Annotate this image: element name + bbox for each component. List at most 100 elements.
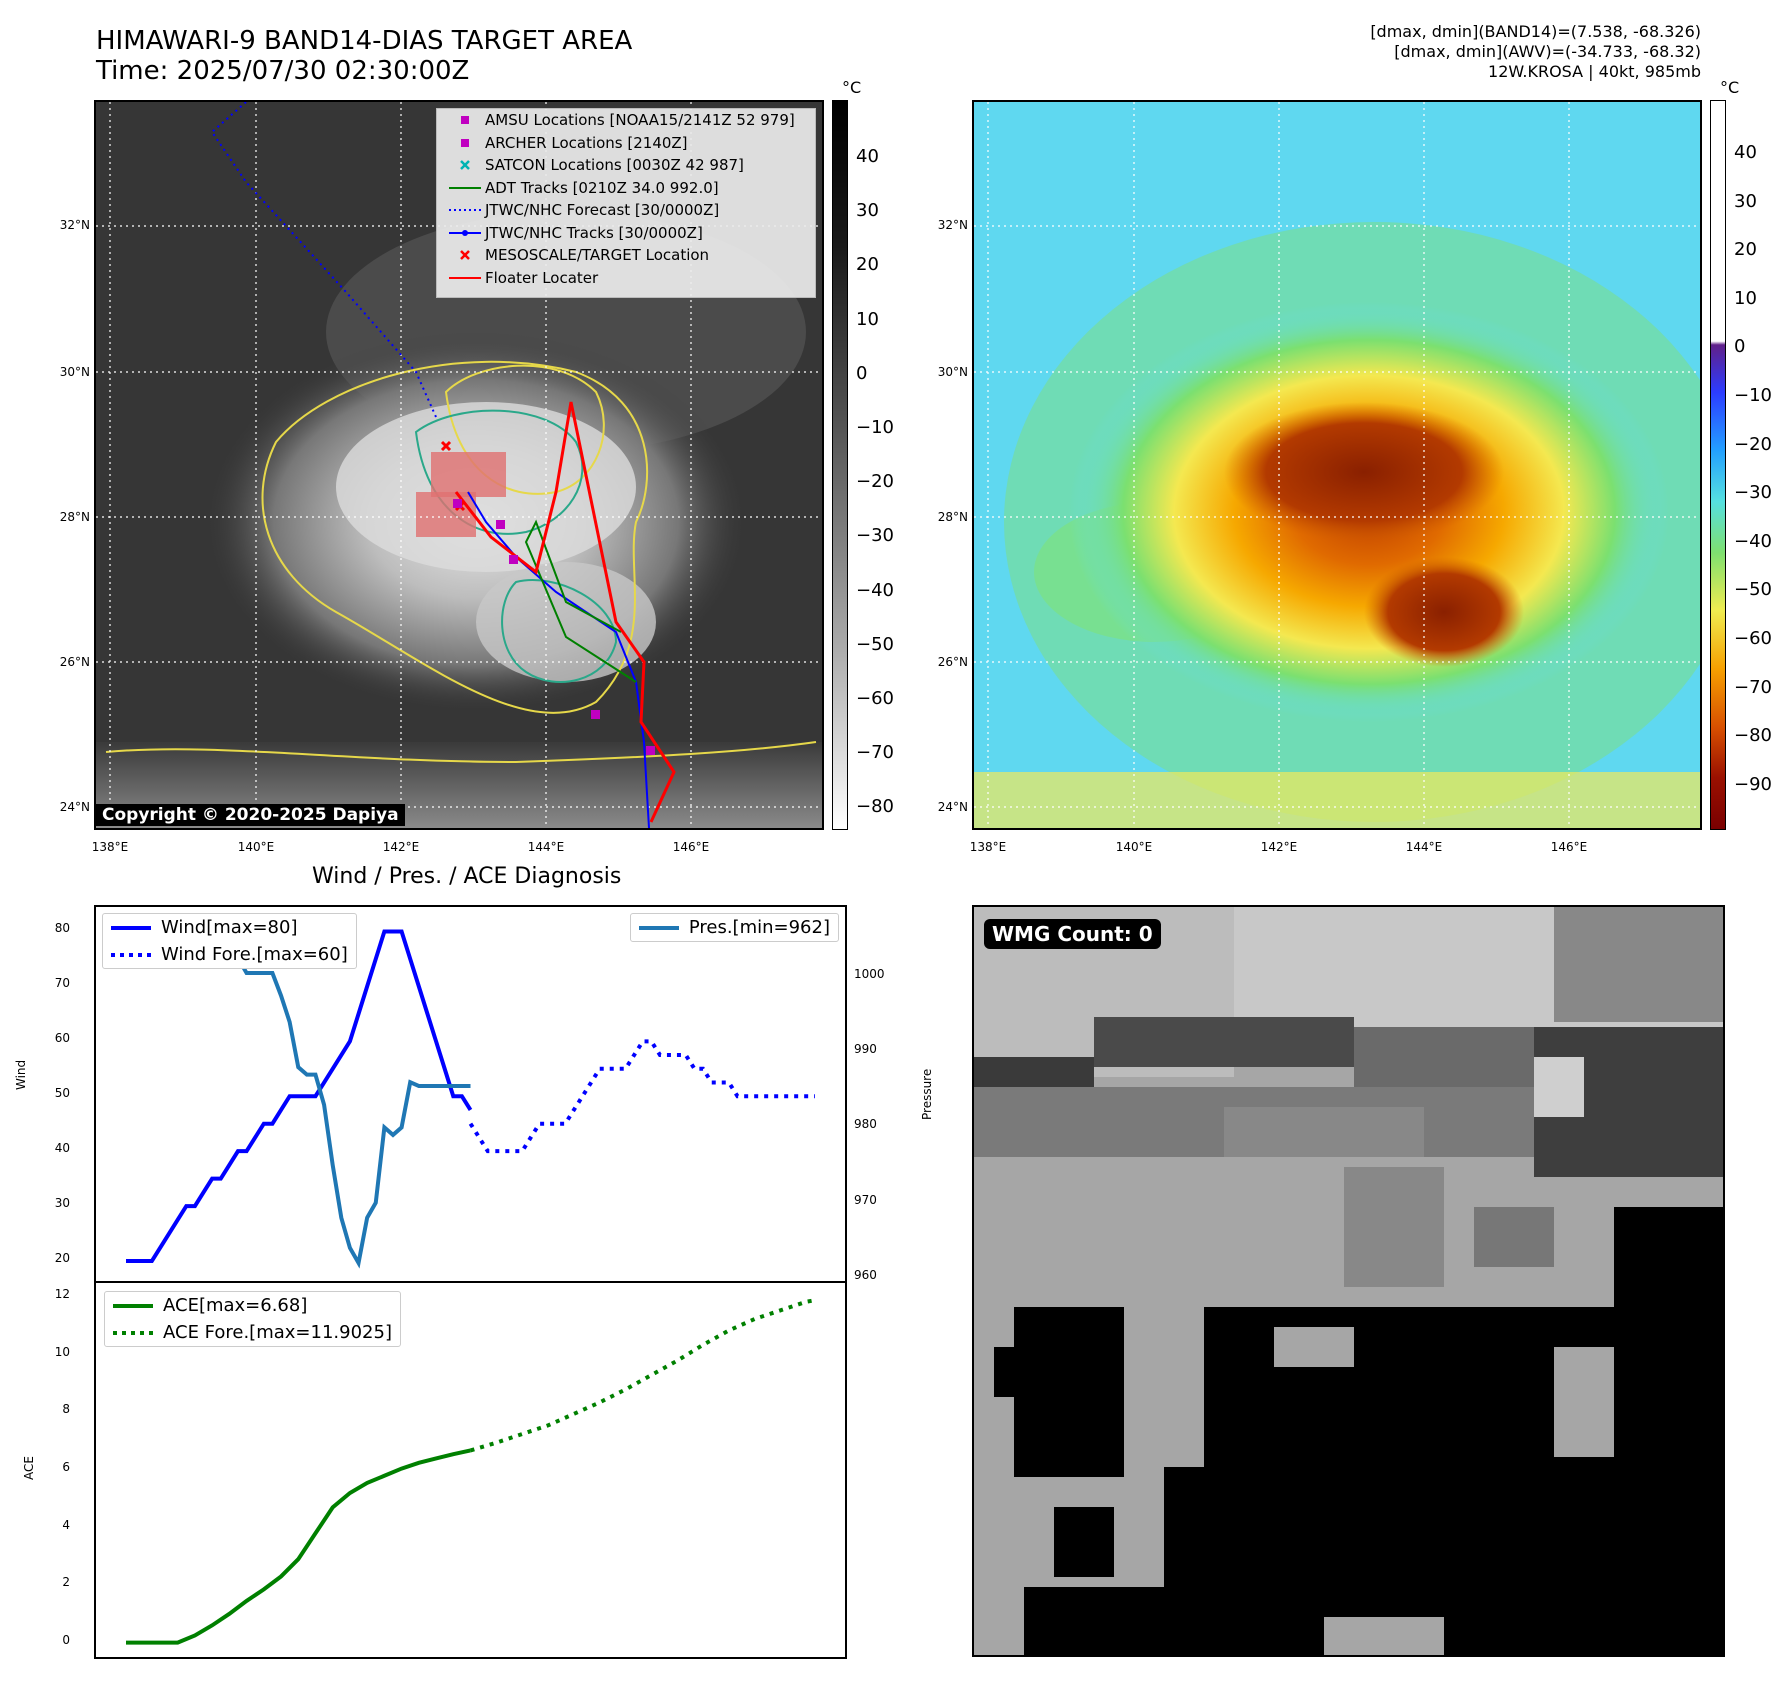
ace-ytick: 10	[54, 1344, 70, 1359]
lon-label-right: 140°E	[1115, 840, 1153, 854]
lat-label-right: 32°N	[937, 218, 968, 232]
info-block: [dmax, dmin](BAND14)=(7.538, -68.326) [d…	[1101, 22, 1701, 82]
wind-ytick: 20	[54, 1251, 70, 1265]
colorbar-left-tick: 30	[856, 200, 879, 222]
lat-label-right: 30°N	[937, 365, 968, 379]
colorbar-right-tick: 40	[1734, 142, 1757, 163]
colorbar-right-tick: −10	[1734, 385, 1772, 406]
colorbar-right-tick: 30	[1734, 190, 1757, 212]
diagnosis-title: Wind / Pres. / ACE Diagnosis	[312, 864, 622, 889]
wmg-image	[974, 907, 1723, 1655]
lat-label-left: 30°N	[59, 365, 90, 379]
awv-map-image	[974, 102, 1700, 828]
colorbar-left-tick: 0	[856, 362, 868, 384]
wind-ytick: 40	[54, 1141, 70, 1156]
map-legend: AMSU Locations [NOAA15/2141Z 52 979] ARCH…	[436, 108, 816, 298]
pressure-ytick: 970	[854, 1192, 877, 1207]
colorbar-left	[832, 100, 848, 830]
wind-ytick: 80	[54, 921, 70, 936]
colorbar-left-tick: 20	[856, 254, 879, 276]
colorbar-left-tick: 10	[856, 308, 879, 330]
lon-label-left: 140°E	[237, 840, 275, 854]
legend-entry: ADT Tracks [0210Z 34.0 992.0]	[437, 177, 815, 200]
pressure-legend: Pres.[min=962]	[629, 913, 839, 942]
pressure-ylabel: Pressure	[920, 1068, 934, 1120]
pressure-ytick: 1000	[854, 966, 885, 981]
legend-entry: JTWC/NHC Tracks [30/0000Z]	[437, 222, 815, 245]
legend-entry: JTWC/NHC Forecast [30/0000Z]	[437, 199, 815, 222]
pressure-ytick: 960	[854, 1268, 877, 1282]
legend-symbol	[445, 207, 485, 213]
legend-ace: ACE[max=6.68]	[113, 1295, 308, 1316]
colorbar-left-tick: −10	[856, 417, 894, 438]
lon-label-left: 144°E	[527, 840, 565, 854]
adt-track	[524, 519, 637, 683]
amsu-markers	[453, 499, 655, 755]
lat-label-right: 26°N	[937, 655, 968, 669]
colorbar-right-tick: −50	[1734, 579, 1772, 601]
legend-wind-fore: Wind Fore.[max=60]	[111, 944, 348, 965]
copyright-label: Copyright © 2020-2025 Dapiya	[96, 804, 405, 826]
legend-label: Floater Locater	[485, 268, 599, 287]
pressure-ytick: 980	[854, 1117, 877, 1132]
legend-label: ADT Tracks [0210Z 34.0 992.0]	[485, 178, 719, 197]
legend-entry: ARCHER Locations [2140Z]	[437, 132, 815, 155]
lon-label-right: 138°E	[969, 840, 1007, 854]
colorbar-right-tick: 20	[1734, 239, 1757, 261]
colorbar-right-tick: −60	[1734, 628, 1772, 649]
awv-map-panel	[972, 100, 1702, 830]
lat-label-left: 26°N	[59, 655, 90, 669]
colorbar-right-tick: 10	[1734, 287, 1757, 309]
floater-track	[454, 401, 676, 823]
lon-label-right: 142°E	[1260, 840, 1298, 854]
forecast-track	[210, 102, 437, 418]
lon-label-right: 144°E	[1405, 840, 1443, 854]
legend-label: ARCHER Locations [2140Z]	[485, 133, 688, 152]
legend-symbol	[445, 229, 485, 237]
ace-forecast-line	[469, 1298, 816, 1453]
title-line-2: Time: 2025/07/30 02:30:00Z	[96, 56, 470, 86]
colorbar-right-unit: °C	[1720, 78, 1740, 97]
wind-ylabel: Wind	[14, 1059, 28, 1090]
colorbar-left-tick: −30	[856, 525, 894, 547]
legend-label: SATCON Locations [0030Z 42 987]	[485, 156, 744, 175]
ace-ytick: 0	[62, 1632, 70, 1647]
info-line-3: 12W.KROSA | 40kt, 985mb	[1488, 62, 1701, 81]
ace-ytick: 6	[62, 1460, 70, 1474]
legend-symbol	[445, 159, 485, 171]
chart-title: HIMAWARI-9 BAND14-DIAS TARGET AREA Time:…	[96, 26, 632, 86]
wmg-panel: WMG Count: 0	[972, 905, 1725, 1657]
lat-label-right: 24°N	[937, 800, 968, 814]
pressure-ytick: 990	[854, 1042, 877, 1057]
colorbar-right-tick: −90	[1734, 773, 1772, 795]
ace-legend: ACE[max=6.68] ACE Fore.[max=11.9025]	[104, 1291, 401, 1347]
pressure-line	[126, 922, 471, 1269]
legend-entry: SATCON Locations [0030Z 42 987]	[437, 154, 815, 177]
lon-label-left: 146°E	[672, 840, 710, 854]
wind-ytick: 50	[54, 1086, 70, 1101]
wind-legend: Wind[max=80] Wind Fore.[max=60]	[102, 913, 357, 969]
legend-wind: Wind[max=80]	[111, 917, 298, 938]
legend-symbol	[445, 249, 485, 261]
lat-label-left: 24°N	[59, 800, 90, 814]
wind-forecast-line	[468, 1039, 815, 1154]
wmg-count-badge: WMG Count: 0	[984, 919, 1161, 949]
ace-ytick: 2	[62, 1575, 70, 1590]
colorbar-left-tick: −70	[856, 742, 894, 764]
legend-label: MESOSCALE/TARGET Location	[485, 246, 710, 265]
legend-label: JTWC/NHC Tracks [30/0000Z]	[485, 223, 703, 242]
legend-entry: MESOSCALE/TARGET Location	[437, 244, 815, 267]
legend-label: JTWC/NHC Forecast [30/0000Z]	[485, 201, 720, 220]
colorbar-left-tick: 40	[856, 146, 879, 167]
legend-entry: Floater Locater	[437, 267, 815, 290]
ace-ytick: 8	[62, 1402, 70, 1417]
legend-symbol	[445, 137, 485, 149]
colorbar-left-tick: −20	[856, 471, 894, 493]
wind-ytick: 30	[54, 1196, 70, 1211]
title-line-1: HIMAWARI-9 BAND14-DIAS TARGET AREA	[96, 26, 633, 56]
lon-label-left: 138°E	[91, 840, 129, 854]
ace-ytick: 4	[62, 1517, 70, 1532]
colorbar-left-unit: °C	[842, 78, 862, 97]
legend-symbol	[445, 275, 485, 281]
ace-panel: ACE[max=6.68] ACE Fore.[max=11.9025]	[94, 1281, 847, 1659]
